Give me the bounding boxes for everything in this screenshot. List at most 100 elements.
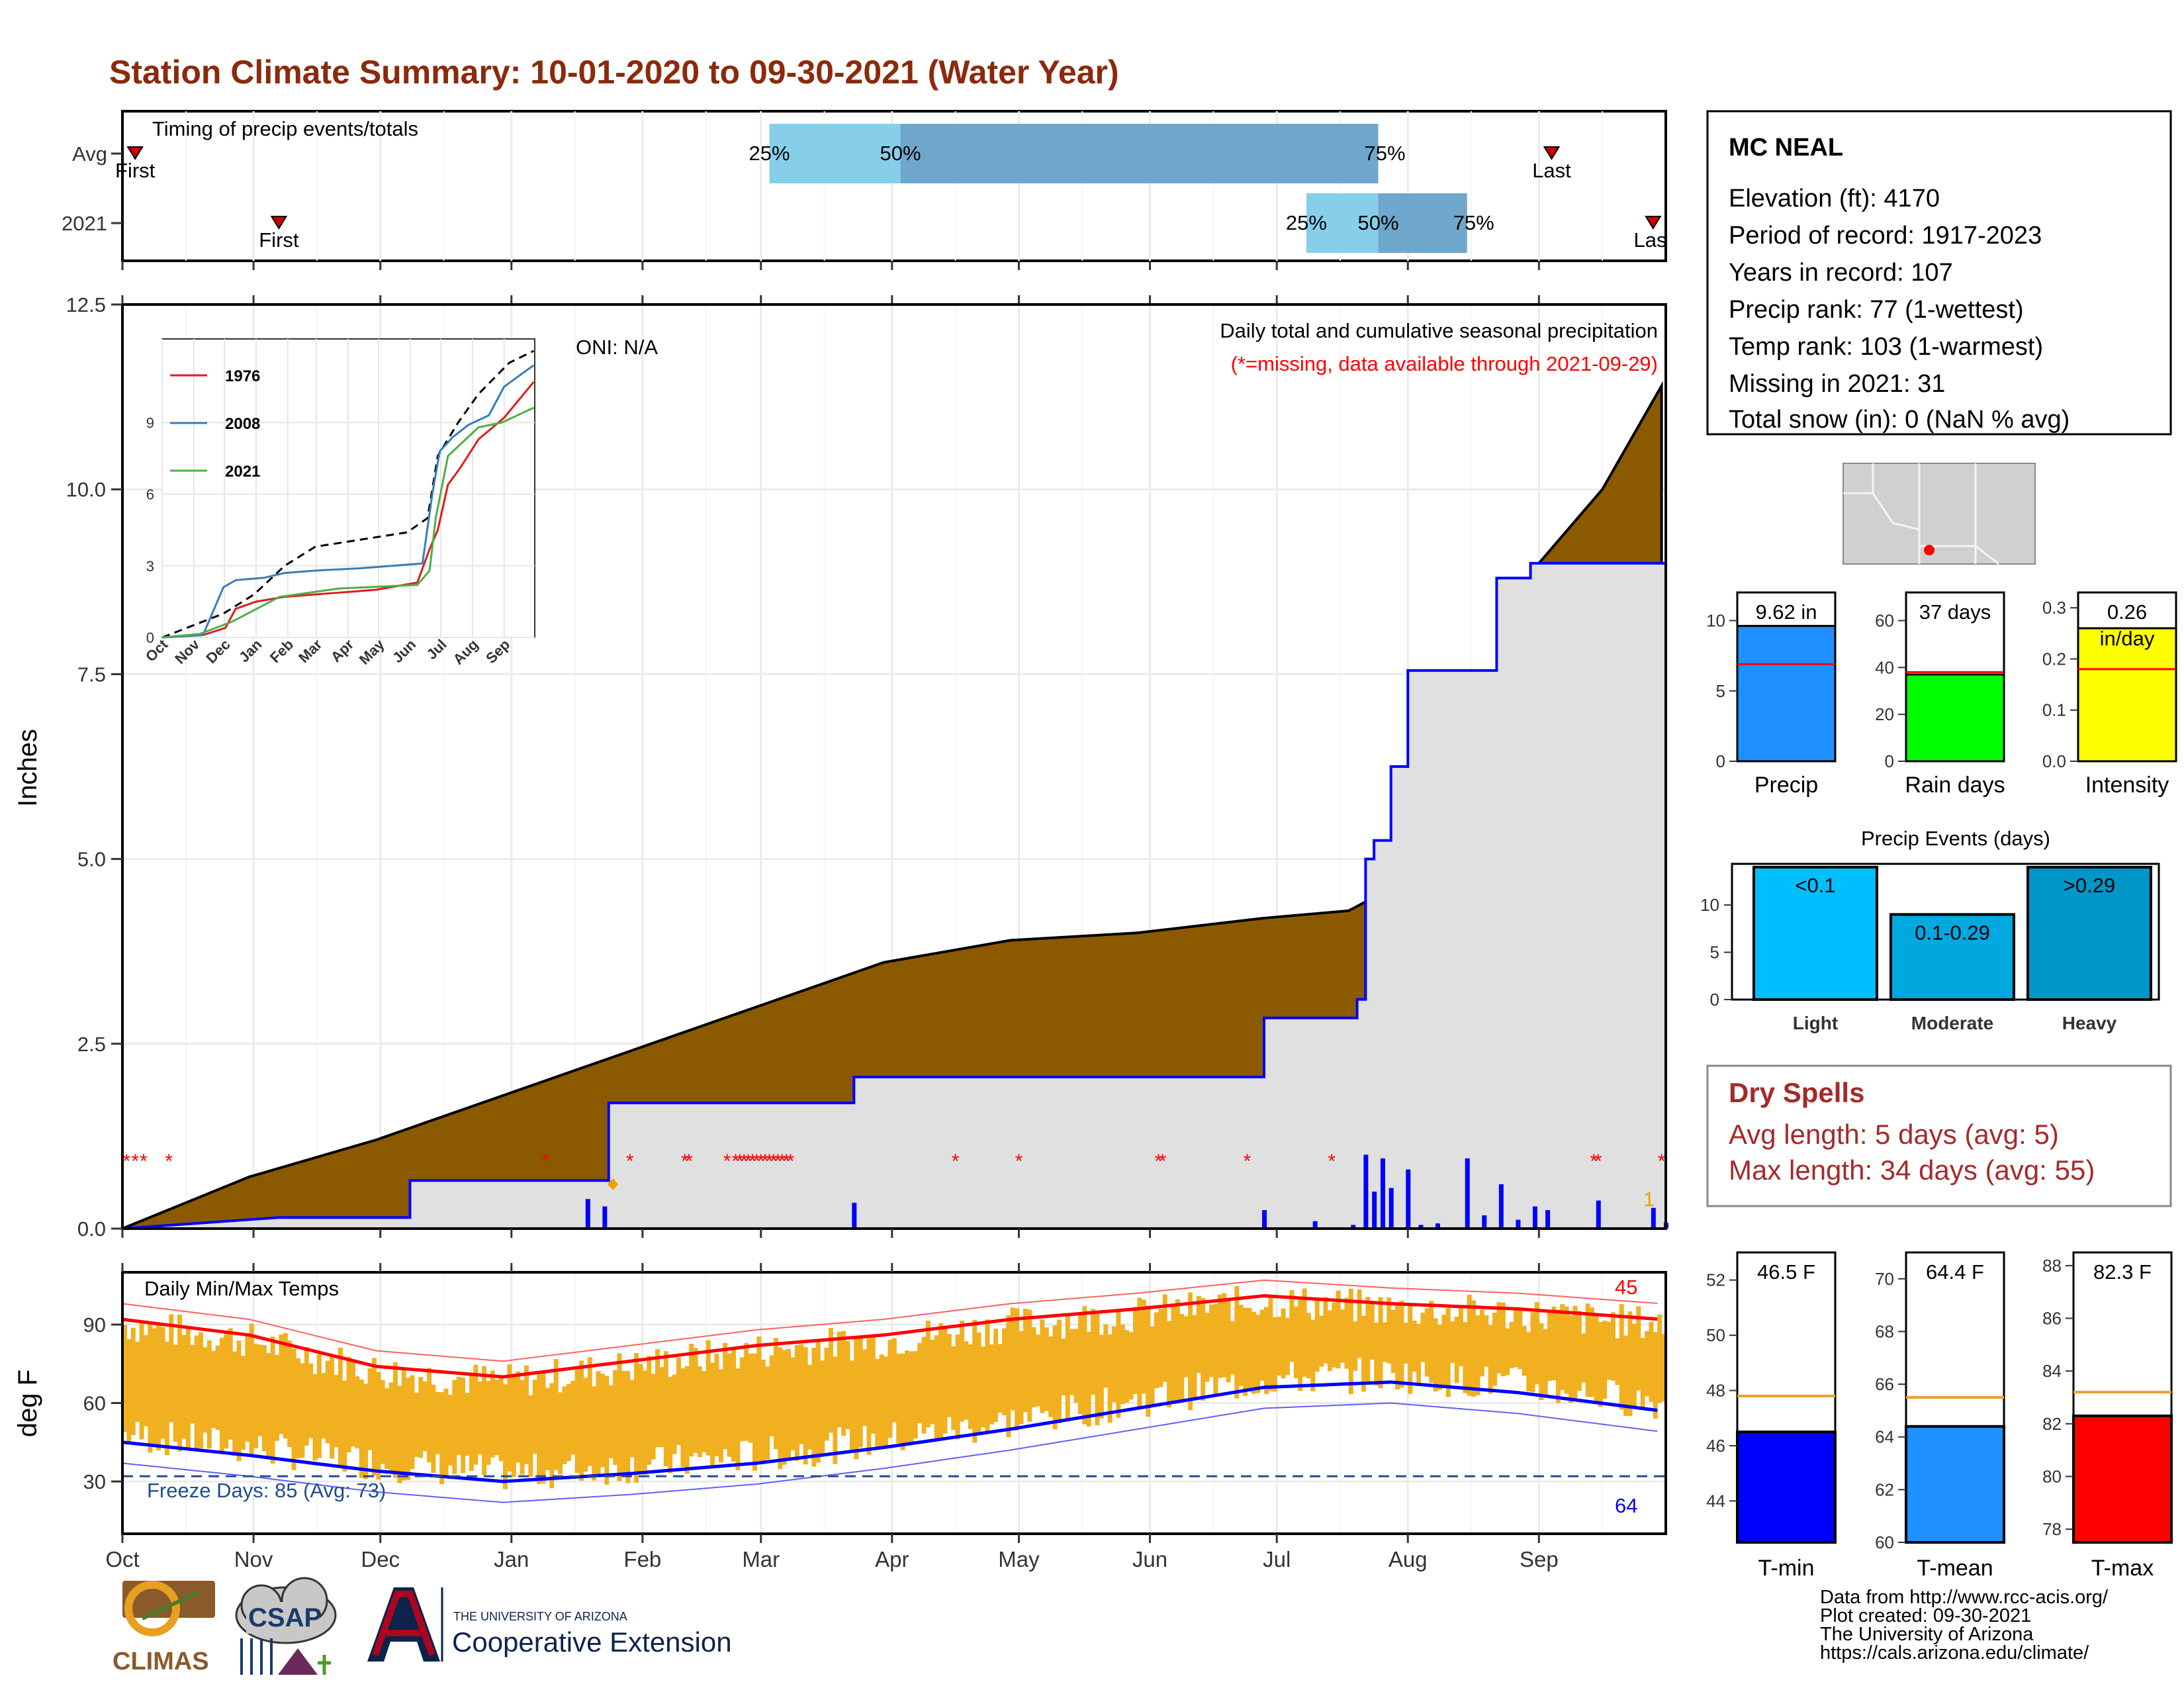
daily-temp-bar bbox=[824, 1347, 829, 1441]
daily-temp-bar bbox=[160, 1327, 165, 1439]
daily-temp-bar bbox=[139, 1323, 144, 1440]
missing-day-marker: * bbox=[778, 1150, 786, 1172]
temp-bar-label: T-max bbox=[2091, 1556, 2154, 1581]
daily-temp-bar bbox=[1657, 1314, 1662, 1403]
timing-pct-label: 75% bbox=[1453, 211, 1494, 234]
daily-precip-bar bbox=[1532, 1206, 1537, 1229]
daily-precip-bar bbox=[1498, 1184, 1504, 1229]
daily-precip-bar bbox=[1465, 1158, 1470, 1229]
locator-map bbox=[1843, 463, 2036, 565]
month-label: Jan bbox=[494, 1547, 529, 1571]
daily-temp-bar bbox=[1251, 1311, 1256, 1394]
station-line: Missing in 2021: 31 bbox=[1729, 370, 1945, 398]
station-line: Temp rank: 103 (1-warmest) bbox=[1729, 333, 2043, 361]
daily-temp-bar bbox=[541, 1371, 546, 1483]
missing-day-marker: * bbox=[123, 1150, 131, 1172]
daily-temp-bar bbox=[380, 1380, 385, 1464]
daily-temp-bar bbox=[1222, 1293, 1227, 1378]
daily-temp-bar bbox=[1154, 1312, 1159, 1389]
daily-temp-bar bbox=[849, 1360, 854, 1451]
timing-pct-label: 75% bbox=[1365, 142, 1406, 165]
daily-temp-bar bbox=[1513, 1309, 1518, 1368]
daily-temp-bar bbox=[397, 1385, 402, 1483]
daily-temp-bar bbox=[1091, 1309, 1096, 1395]
snow-day-marker bbox=[608, 1178, 619, 1190]
daily-temp-bar bbox=[447, 1395, 453, 1466]
y-tick-label: 12.5 bbox=[66, 293, 106, 316]
missing-day-marker: * bbox=[1159, 1150, 1167, 1172]
daily-temp-bar bbox=[1217, 1294, 1222, 1378]
daily-temp-bar bbox=[642, 1370, 647, 1475]
daily-temp-bar bbox=[820, 1360, 825, 1455]
daily-temp-bar bbox=[803, 1347, 808, 1465]
daily-temp-bar bbox=[1471, 1300, 1477, 1397]
daily-temp-bar bbox=[549, 1383, 555, 1489]
event-category-label: Heavy bbox=[2062, 1013, 2117, 1033]
temp-tick-label: 60 bbox=[1875, 1532, 1894, 1552]
daily-temp-bar bbox=[388, 1382, 394, 1472]
daily-temp-bar bbox=[1264, 1307, 1269, 1394]
daily-temp-bar bbox=[1150, 1326, 1155, 1405]
daily-temp-bar bbox=[435, 1391, 440, 1454]
daily-temp-bar bbox=[1056, 1320, 1062, 1424]
temp-tick-label: 46 bbox=[1706, 1436, 1725, 1456]
daily-temp-bar bbox=[604, 1376, 610, 1485]
daily-temp-bar bbox=[169, 1314, 174, 1423]
daily-temp-bar bbox=[854, 1338, 859, 1460]
daily-temp-bar bbox=[1314, 1299, 1320, 1372]
temp-value-label: 82.3 F bbox=[2093, 1260, 2152, 1284]
missing-day-marker: * bbox=[787, 1150, 795, 1172]
footer-credits: Data from http://www.rcc-acis.org/ Plot … bbox=[1820, 1587, 2109, 1664]
missing-day-marker: * bbox=[740, 1150, 748, 1172]
daily-temp-bar bbox=[1387, 1297, 1392, 1364]
daily-temp-bar bbox=[769, 1355, 774, 1436]
missing-day-marker: * bbox=[1244, 1150, 1251, 1172]
daily-temp-bar bbox=[845, 1340, 850, 1430]
daily-temp-bar bbox=[596, 1371, 601, 1477]
daily-temp-bar bbox=[1467, 1294, 1472, 1396]
daily-temp-bar bbox=[1132, 1307, 1138, 1394]
daily-temp-bar bbox=[1576, 1311, 1582, 1391]
station-line: Years in record: 107 bbox=[1729, 259, 1953, 287]
missing-day-marker: * bbox=[1658, 1150, 1666, 1172]
daily-temp-bar bbox=[1353, 1321, 1358, 1371]
event-category-label: Moderate bbox=[1911, 1013, 1993, 1033]
daily-temp-bar bbox=[702, 1371, 707, 1452]
summary-tick-label: 0.3 bbox=[2042, 598, 2066, 618]
daily-temp-bar bbox=[782, 1350, 787, 1465]
daily-temp-bar bbox=[811, 1347, 817, 1467]
daily-temp-bar bbox=[1585, 1303, 1590, 1397]
daily-temp-bar bbox=[1175, 1299, 1180, 1400]
daily-temp-bar bbox=[1306, 1313, 1311, 1379]
daily-temp-bar bbox=[1044, 1327, 1049, 1411]
record-max-line bbox=[122, 1279, 1658, 1362]
inset-y-tick-label: 3 bbox=[146, 558, 154, 575]
ua-small-text: THE UNIVERSITY OF ARIZONA bbox=[453, 1610, 627, 1623]
daily-temp-bar bbox=[904, 1350, 909, 1443]
temp-tick-label: 52 bbox=[1706, 1270, 1725, 1290]
month-label: Feb bbox=[623, 1547, 661, 1571]
ua-big-text: Cooperative Extension bbox=[452, 1626, 732, 1658]
station-line: Elevation (ft): 4170 bbox=[1729, 185, 1940, 212]
daily-temp-bar bbox=[1547, 1311, 1553, 1382]
daily-temp-bar bbox=[1522, 1326, 1527, 1376]
daily-temp-bar bbox=[1010, 1307, 1015, 1411]
daily-temp-bar bbox=[1243, 1307, 1248, 1396]
temp-tick-label: 70 bbox=[1875, 1269, 1894, 1289]
daily-temp-bar bbox=[1213, 1303, 1218, 1395]
daily-temp-bar bbox=[837, 1331, 842, 1428]
daily-temp-bar bbox=[431, 1384, 436, 1473]
page-title: Station Climate Summary: 10-01-2020 to 0… bbox=[109, 54, 1119, 91]
daily-temp-bar bbox=[946, 1334, 952, 1417]
missing-day-marker: * bbox=[681, 1150, 689, 1172]
daily-temp-bar bbox=[1188, 1292, 1193, 1411]
missing-day-marker: * bbox=[685, 1150, 693, 1172]
daily-temp-bar bbox=[545, 1387, 550, 1470]
daily-temp-bar bbox=[1167, 1321, 1172, 1408]
summary-unit-label: in/day bbox=[2100, 627, 2155, 650]
missing-day-marker: * bbox=[770, 1150, 778, 1172]
daily-temp-bar bbox=[1205, 1313, 1210, 1382]
daily-temp-bar bbox=[385, 1388, 390, 1470]
daily-precip-bar bbox=[1262, 1210, 1267, 1229]
avg-max-line bbox=[122, 1294, 1658, 1379]
